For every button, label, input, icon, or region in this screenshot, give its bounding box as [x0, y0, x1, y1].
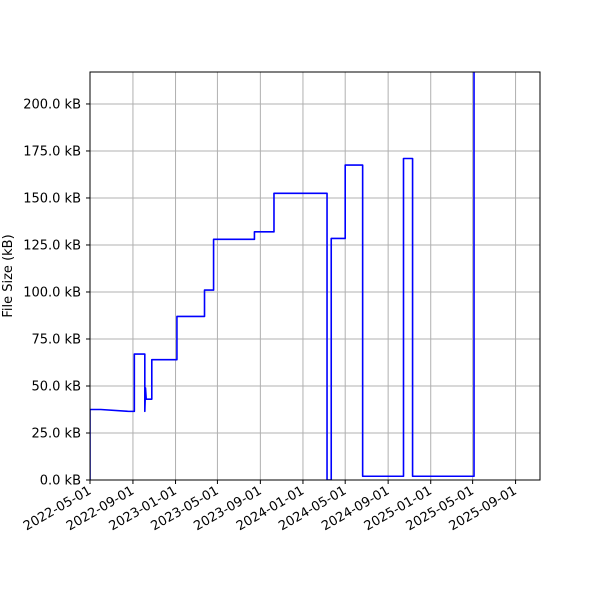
y-tick-label: 150.0 kB [23, 191, 81, 206]
y-tick-label: 0.0 kB [40, 474, 81, 489]
y-tick-label: 50.0 kB [31, 379, 81, 394]
y-tick-label: 125.0 kB [23, 238, 81, 253]
y-axis-label: File Size (kB) [1, 234, 16, 317]
file-size-series-line [90, 72, 475, 480]
x-axis: 2022-05-012022-09-012023-01-012023-05-01… [21, 480, 520, 534]
plot-background [90, 72, 540, 480]
y-tick-label: 200.0 kB [23, 97, 81, 112]
y-tick-label: 100.0 kB [23, 285, 81, 300]
grid [89, 72, 540, 481]
series-layer [90, 72, 475, 480]
y-tick-label: 175.0 kB [23, 144, 81, 159]
y-tick-label: 75.0 kB [31, 332, 81, 347]
y-axis: 0.0 kB 25.0 kB 50.0 kB 75.0 kB 100.0 kB 125.0… [23, 97, 90, 489]
plot-frame [89, 71, 541, 481]
y-tick-label: 25.0 kB [31, 426, 81, 441]
